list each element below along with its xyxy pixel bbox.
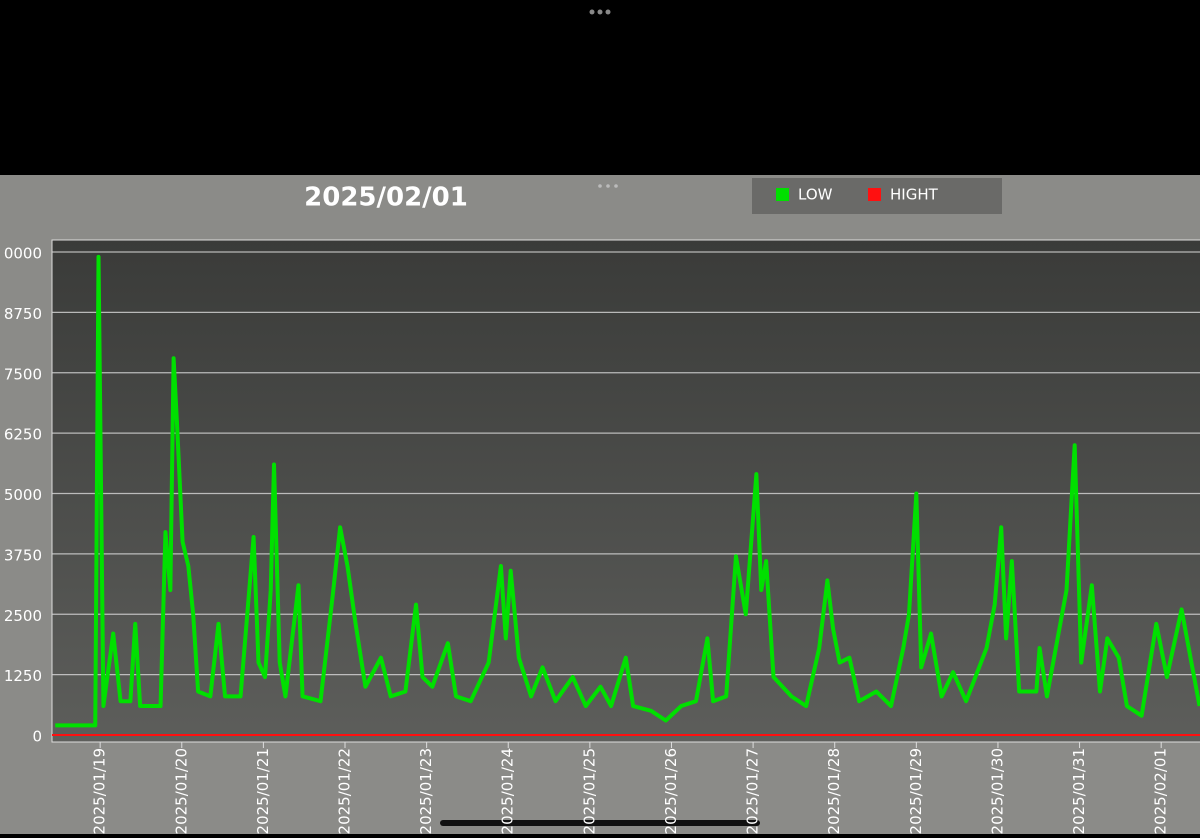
- x-tick-label: 2025/01/24: [499, 748, 517, 834]
- legend-swatch: [868, 188, 881, 201]
- y-tick-label: 2500: [4, 607, 42, 625]
- x-tick-label: 2025/01/19: [91, 748, 109, 834]
- y-tick-label: 7500: [4, 365, 42, 383]
- legend-label: LOW: [798, 186, 833, 204]
- menu-dots: [589, 9, 611, 15]
- y-tick-label: 0000: [4, 245, 42, 263]
- data-line: [55, 254, 1200, 728]
- legend-swatch: [776, 188, 789, 201]
- y-tick-label: 0: [32, 728, 42, 746]
- x-tick-label: 2025/01/22: [336, 748, 354, 834]
- chart-title: 2025/02/01: [304, 183, 468, 213]
- x-tick-label: 2025/01/29: [907, 748, 925, 834]
- y-tick-label: 6250: [4, 426, 42, 444]
- x-tick-label: 2025/01/31: [1070, 748, 1088, 834]
- y-tick-label: 8750: [4, 305, 42, 323]
- top-bar: [0, 0, 1200, 175]
- legend-label: HIGHT: [890, 186, 939, 204]
- x-tick-label: 2025/01/26: [662, 748, 680, 834]
- home-indicator: [440, 820, 760, 826]
- x-tick-label: 2025/01/30: [988, 748, 1006, 834]
- x-tick-label: 2025/01/23: [417, 748, 435, 834]
- panel-dots: [598, 184, 618, 188]
- x-tick-label: 2025/01/20: [172, 748, 190, 834]
- x-tick-label: 2025/01/25: [580, 748, 598, 834]
- y-tick-label: 1250: [4, 667, 42, 685]
- y-tick-label: 5000: [4, 486, 42, 504]
- x-tick-label: 2025/01/28: [825, 748, 843, 834]
- y-tick-label: 3750: [4, 546, 42, 564]
- x-tick-label: 2025/01/27: [744, 748, 762, 834]
- x-tick-label: 2025/01/21: [254, 748, 272, 834]
- x-tick-label: 2025/02/01: [1152, 748, 1170, 834]
